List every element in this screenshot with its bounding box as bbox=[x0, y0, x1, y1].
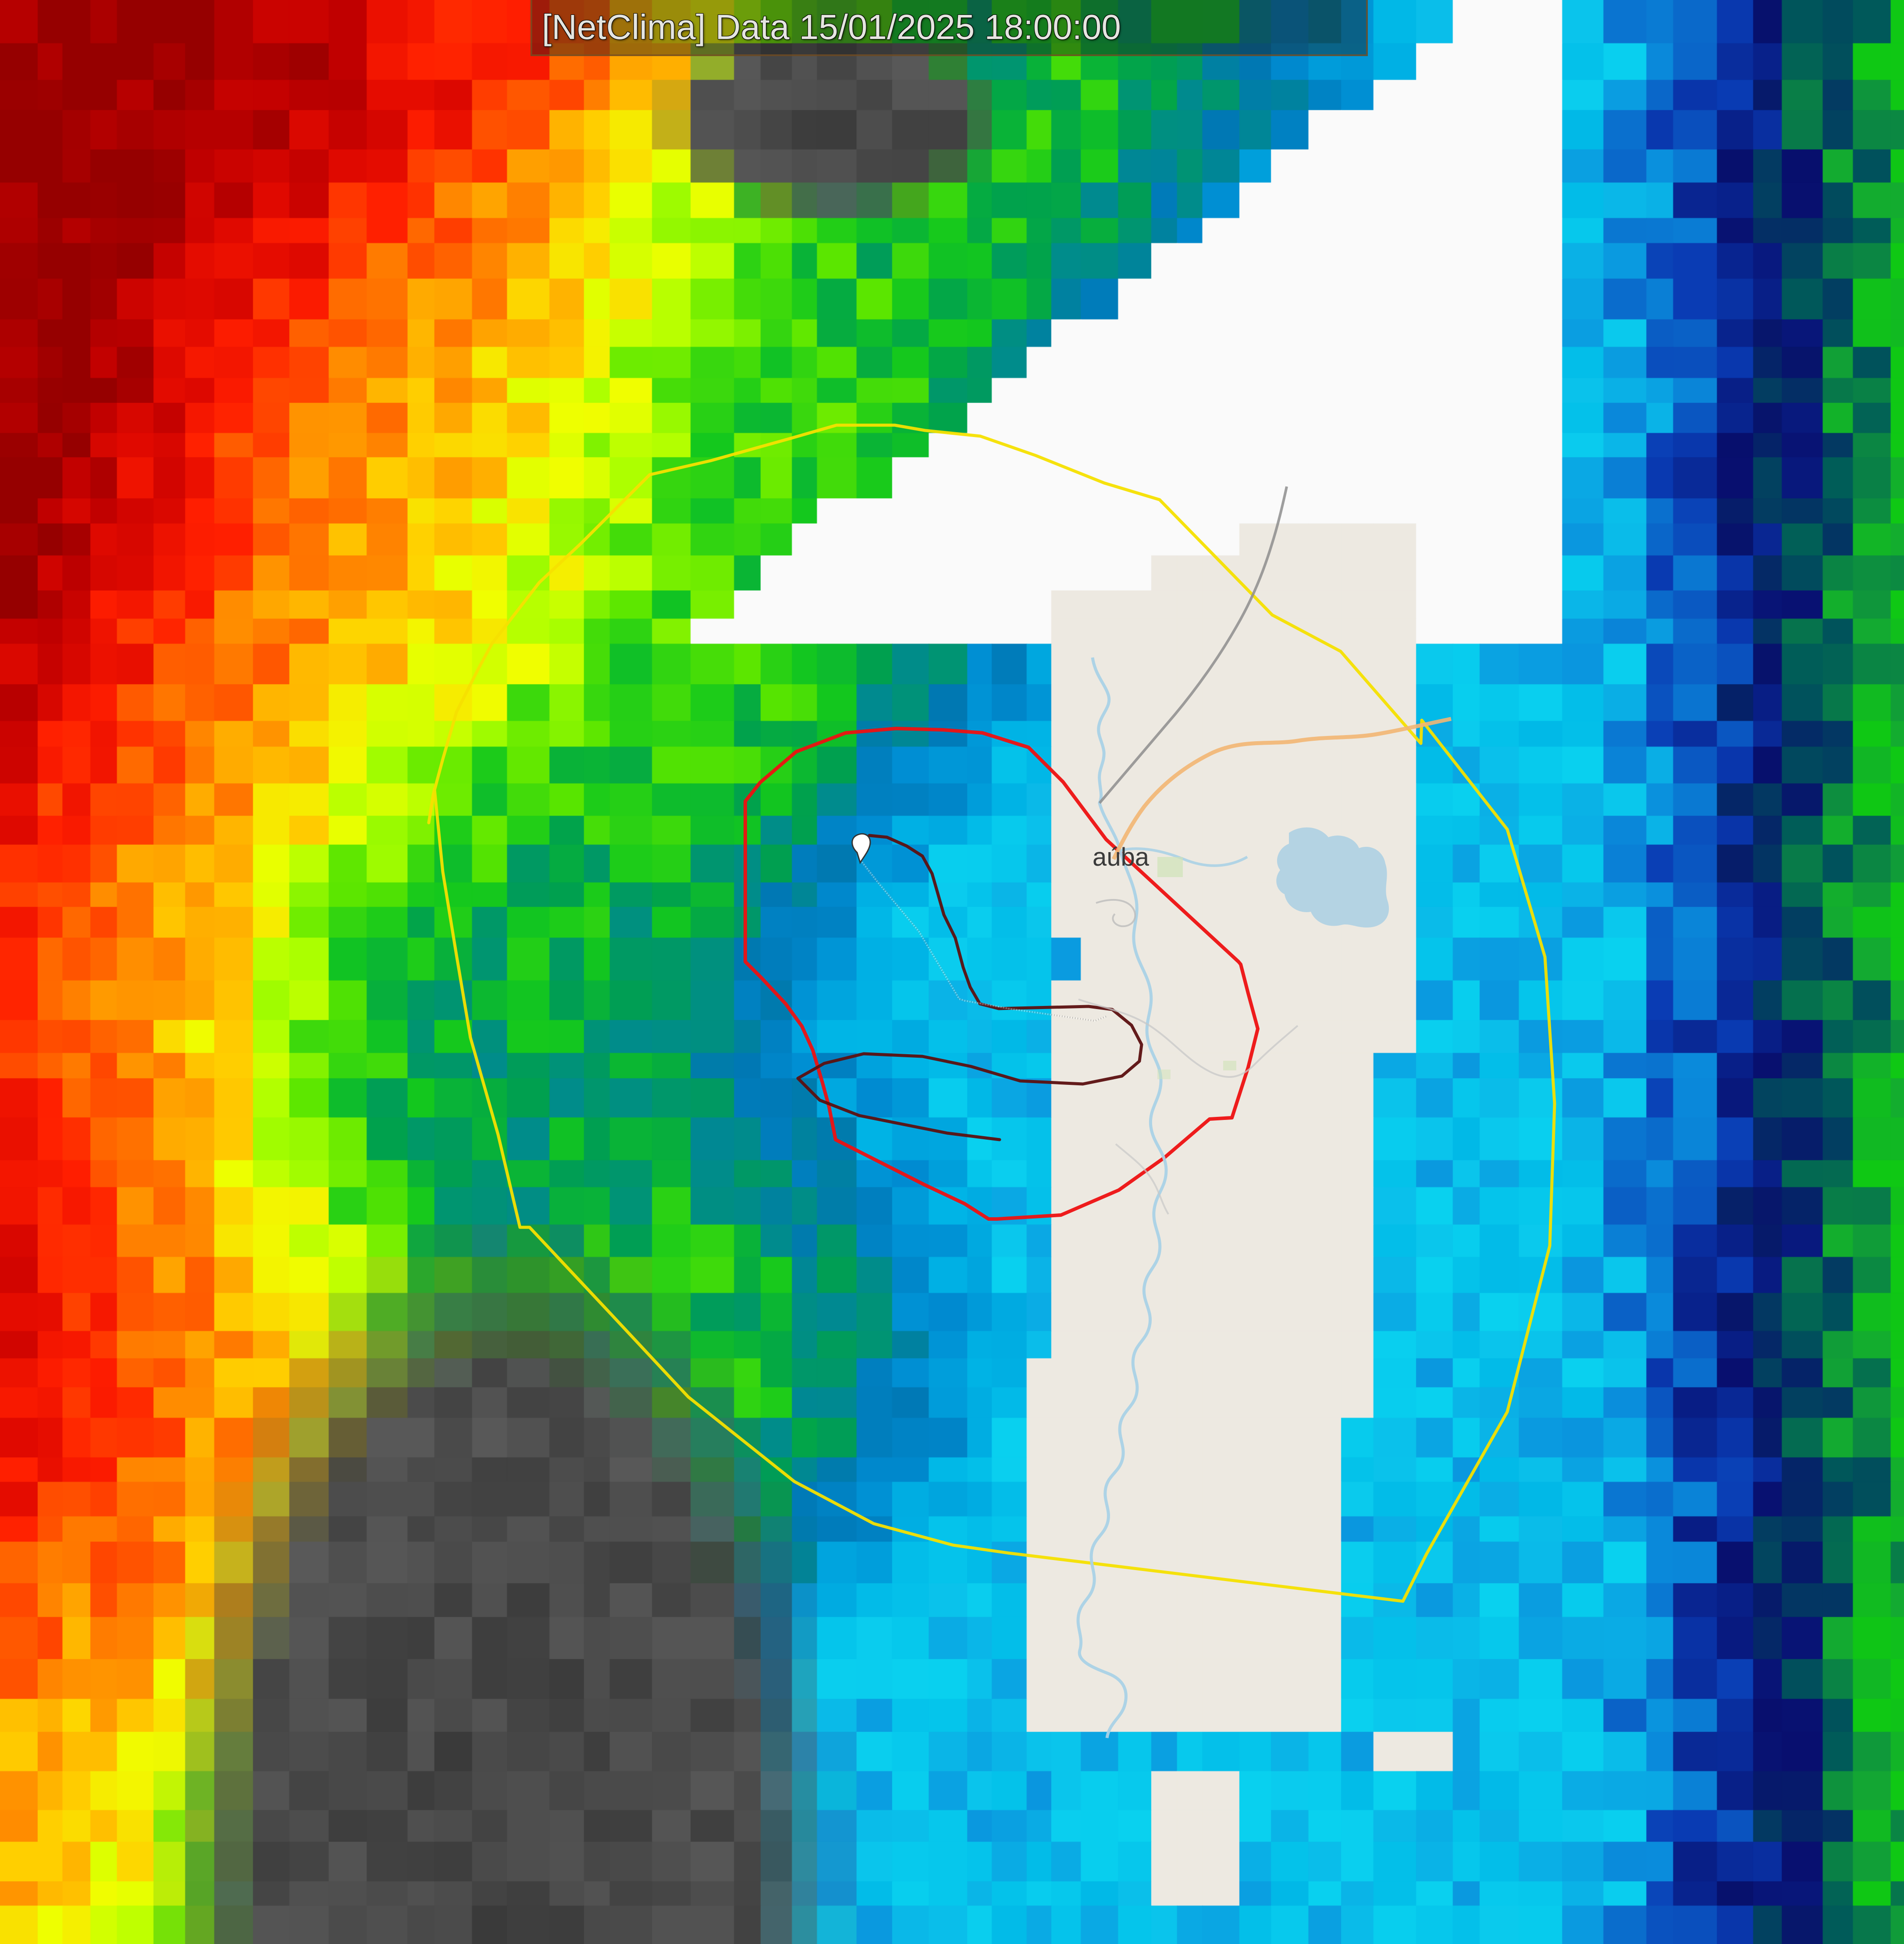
svg-text:aúba: aúba bbox=[1093, 843, 1150, 871]
